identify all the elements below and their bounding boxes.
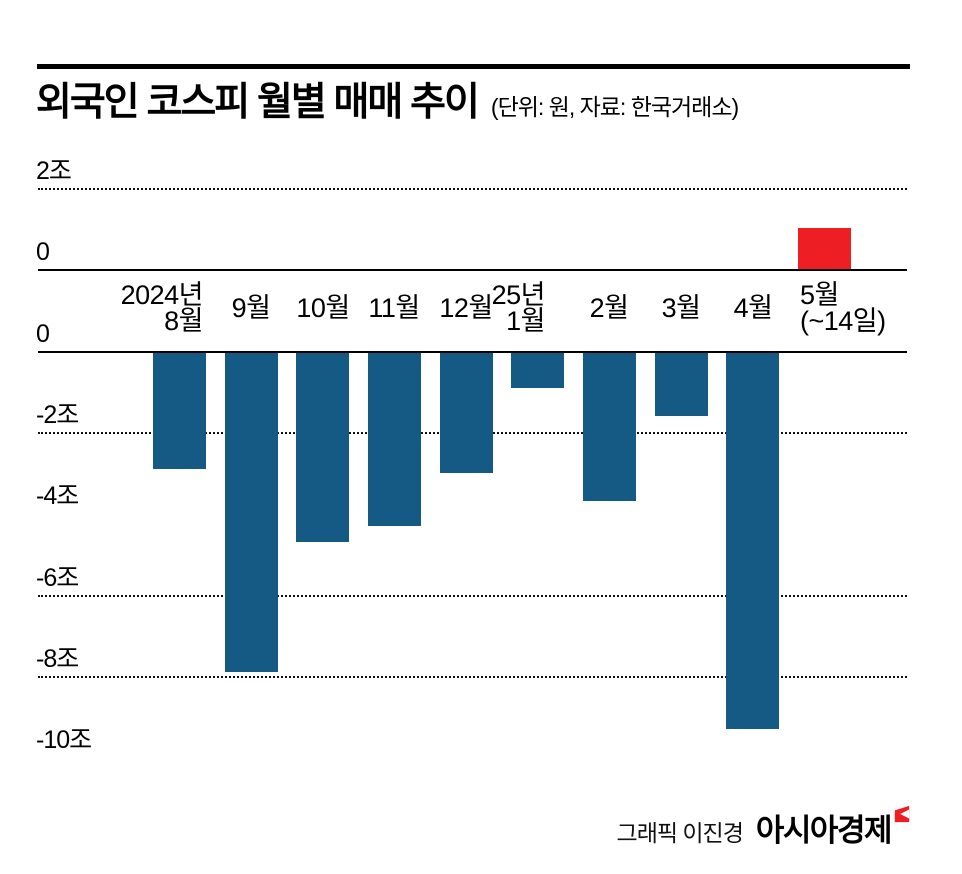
title-top-rule: [37, 64, 910, 69]
zero-line: [38, 269, 907, 271]
chart-subtitle: (단위: 원, 자료: 한국거래소): [490, 94, 739, 120]
bar-25년 1월: [511, 353, 564, 388]
x-category-label-line: 11월: [368, 293, 420, 323]
y-tick-label: -2조: [36, 401, 79, 429]
brand-name: 아시아경제: [755, 813, 893, 848]
x-category-label-line: 3월: [661, 293, 701, 323]
x-category-label: 2월: [589, 293, 629, 323]
y-tick-label: -10조: [36, 726, 92, 754]
x-category-label: 9월: [231, 293, 271, 323]
bar-12월: [440, 353, 493, 473]
gridline--8조: [38, 676, 907, 678]
y-tick-label: 0: [36, 320, 50, 348]
x-category-label: 2024년 8월: [120, 280, 204, 336]
y-tick-label: 2조: [36, 157, 72, 185]
chart-title: 외국인 코스피 월별 매매 추이: [36, 81, 480, 124]
bar-5월 (~14일): [798, 228, 851, 269]
x-category-label: 11월: [368, 293, 420, 323]
x-category-label-line: 2월: [589, 293, 629, 323]
gridline-2조: [38, 188, 907, 190]
x-category-label-line: (~14일): [800, 306, 886, 336]
bar-10월: [296, 353, 349, 542]
bar-4월: [726, 353, 779, 729]
x-category-label: 25년 1월: [491, 280, 546, 336]
x-category-label-line: 1월: [506, 306, 545, 336]
bar-3월: [655, 353, 708, 416]
zero-line: [38, 351, 907, 353]
x-category-label-line: 9월: [231, 293, 271, 323]
x-category-label-line: 2024년: [120, 280, 204, 310]
y-tick-label: -8조: [36, 645, 79, 673]
gridline--6조: [38, 595, 907, 597]
title-row: 외국인 코스피 월별 매매 추이 (단위: 원, 자료: 한국거래소): [36, 81, 739, 125]
x-category-label: 3월: [661, 293, 701, 323]
x-category-label-line: 4월: [733, 293, 773, 323]
x-category-label-line: 10월: [296, 293, 350, 323]
y-tick-label: -6조: [36, 564, 79, 592]
x-category-label: 10월: [296, 293, 350, 323]
graphic-credit: 그래픽 이진경: [616, 820, 744, 846]
x-category-label-line: 8월: [164, 306, 203, 336]
x-category-label-line: 5월: [800, 280, 839, 310]
x-category-label-line: 12월: [439, 293, 493, 323]
x-category-label: 4월: [733, 293, 773, 323]
y-tick-label: 0: [36, 238, 50, 266]
bar-2024년 8월: [153, 353, 206, 469]
bar-9월: [225, 353, 278, 672]
y-tick-label: -4조: [36, 482, 79, 510]
x-category-label: 5월 (~14일): [800, 280, 886, 336]
bar-2월: [583, 353, 636, 501]
footer: 그래픽 이진경 아시아경제: [617, 805, 911, 850]
x-category-label-line: 25년: [491, 280, 546, 310]
asiae-logo-mark-icon: [894, 805, 910, 823]
bar-11월: [368, 353, 421, 526]
x-category-label: 12월: [439, 293, 493, 323]
